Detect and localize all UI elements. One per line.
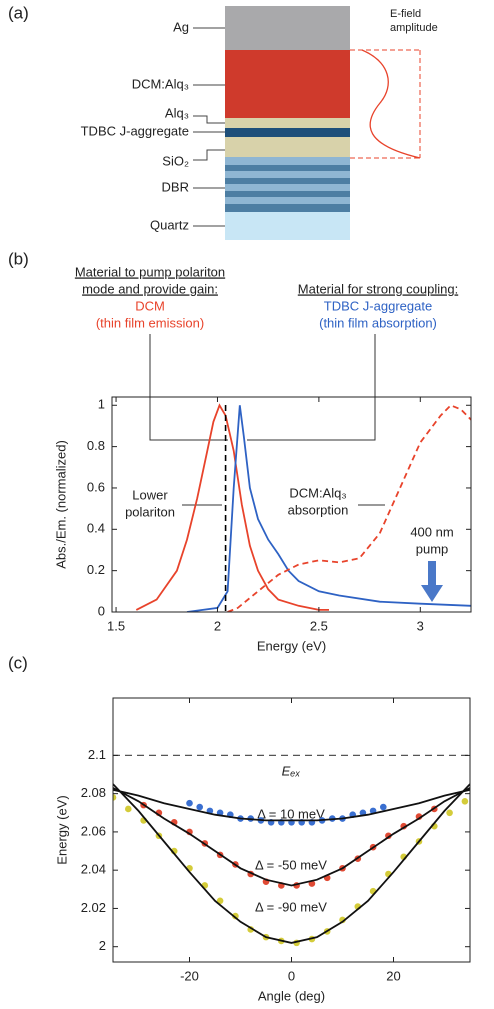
plot-area [135, 403, 471, 612]
plot-area [113, 754, 470, 947]
layer-stack [225, 6, 350, 240]
y-axis-label: Abs./Em. (normalized) [53, 440, 68, 569]
data-line [135, 403, 329, 611]
y-tick-label: 2.1 [88, 747, 106, 762]
annotation: Δ = 10 meV [257, 806, 325, 821]
layer-label: DCM:Alq₃ [132, 76, 189, 91]
x-tick-label: 20 [386, 968, 400, 983]
data-point [461, 798, 469, 805]
fit-line [113, 783, 470, 944]
layer-dbr [225, 191, 350, 197]
pump-arrow [421, 561, 443, 602]
layer-alq [225, 137, 350, 157]
data-line [186, 405, 471, 612]
layer-ag [225, 6, 350, 50]
data-point [113, 794, 117, 801]
data-point [232, 912, 239, 920]
annotation: Material for strong coupling: [298, 281, 458, 296]
y-tick-label: 2.08 [81, 785, 106, 800]
layer-dbr [225, 171, 350, 178]
annotation: absorption [288, 502, 349, 517]
data-point [125, 805, 132, 813]
fit-line [113, 788, 470, 822]
layer-label: SiO₂ [162, 153, 189, 168]
annotation: DCM:Alq₃ [289, 485, 346, 500]
layer-tdbc [225, 128, 350, 137]
y-tick-label: 0.8 [87, 438, 105, 453]
y-tick-label: 0.4 [87, 521, 105, 536]
data-line [227, 404, 471, 612]
annotation: Eₑₓ [282, 763, 301, 778]
y-tick-label: 2.02 [81, 900, 106, 915]
field-curve [361, 49, 421, 159]
annotation: Material to pump polariton [75, 264, 225, 279]
layer-dbr [225, 197, 350, 204]
x-tick-label: -20 [180, 968, 199, 983]
layer-label: Ag [173, 19, 189, 34]
data-point [380, 803, 387, 811]
annotation: DCM [135, 298, 165, 313]
x-tick-label: 3 [417, 618, 424, 633]
x-tick-label: 2 [214, 618, 221, 633]
panel-label: (c) [8, 653, 28, 672]
data-point [196, 803, 203, 811]
x-tick-label: 1.5 [107, 618, 125, 633]
y-tick-label: 2.06 [81, 823, 106, 838]
plot-frame [112, 697, 471, 963]
annotation: Lower [132, 487, 168, 502]
field-label: amplitude [390, 22, 438, 34]
annotation: (thin film absorption) [319, 315, 437, 330]
annotation: mode and provide gain: [82, 281, 218, 296]
x-tick-label: 0 [288, 968, 295, 983]
data-point [186, 799, 193, 807]
fit-line [113, 787, 470, 887]
panel-label: (b) [8, 249, 29, 268]
data-point [446, 809, 453, 817]
layer-dbr [225, 204, 350, 212]
annotation: polariton [125, 504, 175, 519]
layer-dbr [225, 178, 350, 184]
annotation: TDBC J-aggregate [324, 298, 432, 313]
layer-sio2 [225, 157, 350, 165]
leader [193, 149, 225, 161]
annotation: pump [416, 541, 449, 556]
y-tick-label: 2.04 [81, 862, 106, 877]
bracket [149, 334, 376, 441]
y-tick-label: 0.6 [87, 479, 105, 494]
leader [193, 115, 225, 124]
e-field [350, 49, 421, 159]
layer-alq [225, 118, 350, 128]
layer-label: Quartz [150, 217, 189, 232]
panel-label: (a) [8, 3, 29, 22]
y-axis-label: Energy (eV) [54, 795, 69, 864]
annotation: (thin film emission) [96, 315, 204, 330]
data-point [216, 897, 224, 905]
layer-dbr [225, 184, 350, 191]
annotation: Δ = -50 meV [255, 857, 327, 872]
field-box [350, 49, 421, 159]
plot-frame [111, 396, 472, 613]
x-axis-label: Angle (deg) [258, 988, 325, 1003]
field-label: E-field [390, 8, 421, 20]
layer-dcm [225, 50, 350, 118]
layer-dbr [225, 165, 350, 171]
annotation: 400 nm [410, 524, 453, 539]
layer-quartz [225, 212, 350, 240]
y-tick-label: 1 [98, 397, 105, 412]
layer-label: TDBC J-aggregate [81, 123, 189, 138]
annotation: Δ = -90 meV [255, 899, 327, 914]
layer-label: Alq₃ [165, 105, 189, 120]
y-tick-label: 0 [98, 603, 105, 618]
leader-lines [193, 27, 225, 227]
y-tick-label: 2 [99, 938, 106, 953]
layer-label: DBR [162, 179, 189, 194]
x-axis-label: Energy (eV) [257, 638, 326, 653]
y-tick-label: 0.2 [87, 562, 105, 577]
x-tick-label: 2.5 [310, 618, 328, 633]
